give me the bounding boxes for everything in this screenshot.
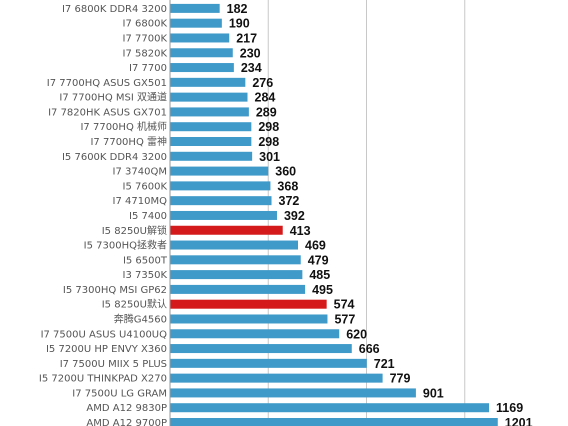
bar: [170, 284, 306, 294]
bar: [170, 151, 253, 161]
category-label: I7 7700HQ ASUS GX501: [47, 78, 167, 89]
bar: [170, 92, 248, 102]
value-label: 392: [284, 209, 305, 223]
category-label: 奔腾G4560: [114, 312, 167, 325]
bar: [170, 299, 327, 309]
category-label: I7 7500U ASUS U4100UQ: [41, 329, 168, 340]
category-label: I5 8250U解锁: [102, 224, 167, 237]
category-label: AMD A12 9830P: [86, 403, 167, 414]
bar: [170, 240, 298, 250]
category-label: I7 7820HK ASUS GX701: [48, 107, 167, 118]
bar: [170, 329, 340, 339]
bar: [170, 358, 367, 368]
bar: [170, 270, 303, 280]
value-label: 182: [227, 2, 248, 16]
bar: [170, 166, 269, 176]
category-label: I5 8250U默认: [102, 298, 167, 311]
category-label: I7 7700: [129, 63, 167, 74]
category-label: I3 7350K: [123, 270, 168, 281]
value-label: 190: [229, 17, 250, 31]
category-label: I5 7200U HP ENVY X360: [46, 344, 167, 355]
bar: [170, 418, 498, 426]
bar: [170, 107, 249, 117]
value-label: 289: [256, 105, 277, 119]
value-label: 368: [277, 179, 298, 193]
value-label: 479: [308, 253, 329, 267]
bar: [170, 18, 222, 28]
bar: [170, 3, 220, 13]
bar: [170, 388, 416, 398]
value-label: 284: [255, 91, 276, 105]
value-label: 298: [258, 120, 279, 134]
bar: [170, 373, 383, 383]
bar: [170, 77, 246, 87]
bars: [170, 3, 498, 426]
value-label: 779: [390, 372, 411, 386]
bar: [170, 403, 490, 413]
bar: [170, 122, 252, 132]
category-label: I7 7700HQ MSI 双通道: [59, 91, 167, 104]
value-label: 360: [275, 165, 296, 179]
bar: [170, 137, 252, 146]
category-label: I5 7600K DDR4 3200: [62, 152, 167, 163]
bar: [170, 314, 328, 324]
category-label: AMD A12 9700P: [86, 418, 167, 426]
value-label: 230: [240, 46, 261, 60]
category-label: I5 7600K: [123, 181, 168, 192]
value-label: 901: [423, 386, 444, 400]
category-label: I5 7300HQ拯救者: [84, 239, 167, 252]
bar: [170, 344, 352, 354]
category-labels: I7 6800K DDR4 3200 I7 6800K I7 7700K I7 582…: [39, 4, 168, 426]
value-label: 721: [374, 357, 395, 371]
category-label: I7 3740QM: [113, 167, 167, 178]
value-label: 301: [259, 150, 280, 164]
value-label: 495: [312, 283, 333, 297]
category-label: I5 7400: [129, 211, 167, 222]
value-label: 574: [334, 298, 355, 312]
value-label: 620: [346, 327, 367, 341]
value-label: 372: [279, 194, 300, 208]
bar: [170, 181, 271, 191]
value-label: 234: [241, 61, 262, 75]
value-label: 577: [334, 312, 355, 326]
category-label: I7 7700K: [123, 33, 168, 44]
bar: [170, 63, 234, 73]
bar: [170, 196, 272, 206]
category-label: I7 5820K: [123, 48, 168, 59]
bar: [170, 33, 230, 43]
value-label: 298: [258, 135, 279, 149]
category-label: I5 7200U THINKPAD X270: [39, 374, 167, 385]
category-label: I7 4710MQ: [113, 196, 168, 207]
value-label: 1169: [496, 401, 523, 415]
category-label: I7 6800K: [123, 19, 168, 30]
value-label: 217: [236, 31, 257, 45]
category-label: I7 7500U MIIX 5 PLUS: [60, 359, 167, 370]
value-label: 666: [359, 342, 380, 356]
category-label: I5 6500T: [123, 255, 168, 266]
value-label: 469: [305, 239, 326, 253]
value-label: 485: [309, 268, 330, 282]
value-label: 413: [290, 224, 311, 238]
category-label: I7 7700HQ 机械师: [80, 120, 167, 133]
value-label: 1201: [505, 416, 533, 426]
category-label: I5 7300HQ MSI GP62: [63, 285, 167, 296]
bar: [170, 210, 277, 220]
category-label: I7 6800K DDR4 3200: [62, 4, 167, 15]
bar: [170, 255, 301, 265]
bar: [170, 48, 233, 58]
bar: [170, 225, 283, 235]
category-label: I7 7700HQ 雷神: [90, 135, 167, 148]
value-label: 276: [252, 76, 273, 90]
category-label: I7 7500U LG GRAM: [72, 388, 167, 399]
value-labels: 1821902172302342762842892982983013603683…: [227, 2, 533, 426]
